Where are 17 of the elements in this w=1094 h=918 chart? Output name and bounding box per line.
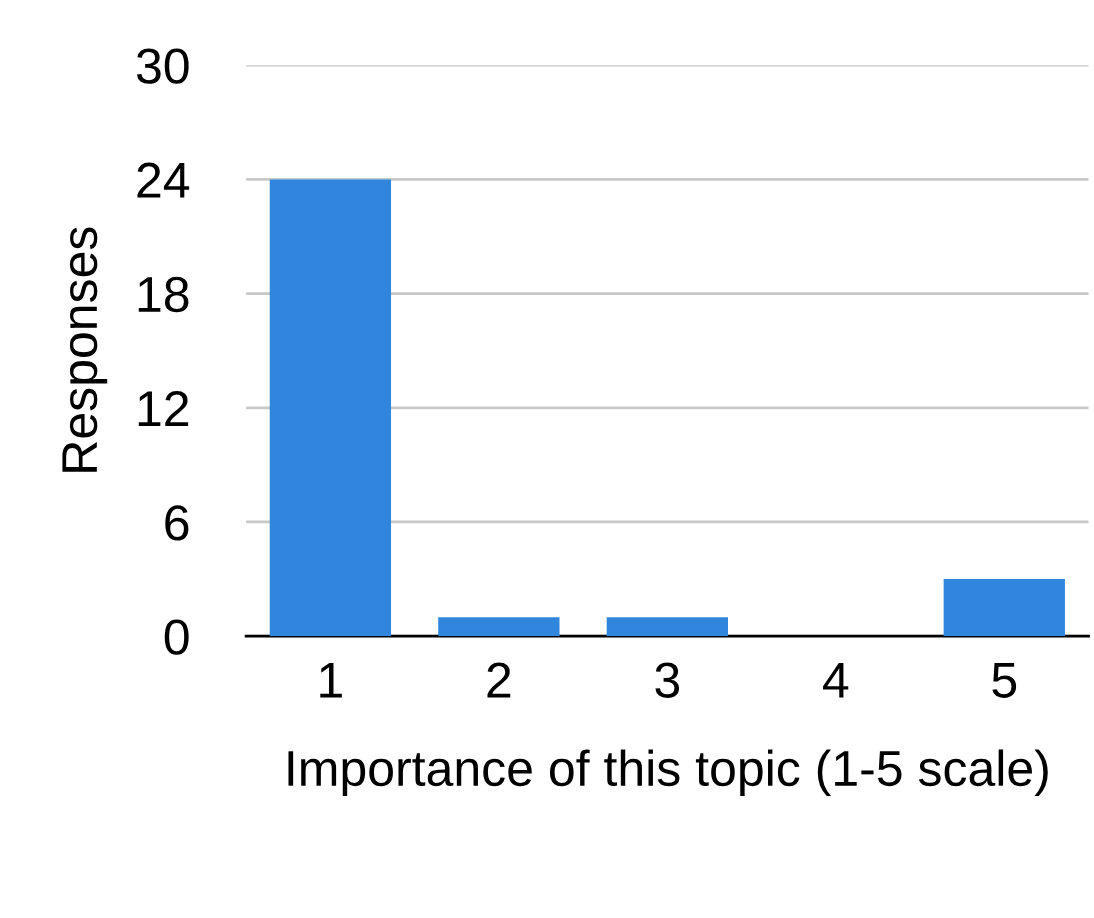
x-tick-label: 3 <box>655 662 680 698</box>
y-tick-label: 30 <box>136 48 189 84</box>
bar <box>943 579 1065 637</box>
bar <box>269 179 392 637</box>
y-tick-label: 24 <box>137 162 190 198</box>
bar <box>438 617 560 637</box>
x-tick-label: 2 <box>487 662 511 698</box>
x-tick-label: 5 <box>992 663 1017 698</box>
y-tick-label: 18 <box>138 276 189 313</box>
y-tick-label: 6 <box>165 505 189 541</box>
x-axis-title: Importance of this topic (1-5 scale) <box>288 749 1048 797</box>
y-tick-label: 0 <box>164 619 189 655</box>
bar <box>606 617 728 637</box>
x-tick-label: 1 <box>320 663 342 698</box>
y-axis-title: Responses <box>62 227 108 472</box>
x-tick-label: 4 <box>823 663 849 698</box>
y-tick-label: 12 <box>138 390 189 426</box>
